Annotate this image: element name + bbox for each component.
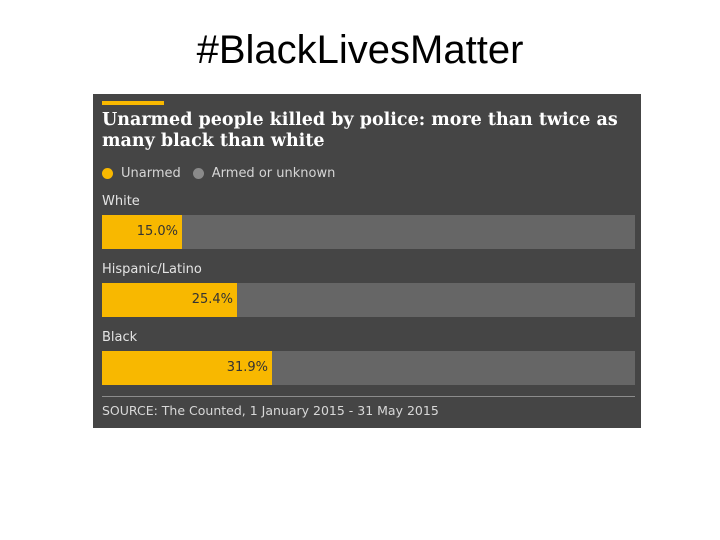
bar-track-white: 15.0% bbox=[102, 215, 635, 249]
bar-value-black: 31.9% bbox=[226, 360, 268, 375]
legend-dot-unarmed-icon bbox=[102, 168, 113, 179]
category-black: Black 31.9% bbox=[102, 329, 635, 385]
category-white: White 15.0% bbox=[102, 193, 635, 249]
legend-label-armed-or-unknown: Armed or unknown bbox=[211, 166, 336, 181]
category-label-black: Black bbox=[102, 330, 138, 345]
slide-title: #BlackLivesMatter bbox=[196, 28, 524, 72]
bar-unarmed-white bbox=[102, 215, 182, 249]
bar-value-hispanic-latino: 25.4% bbox=[191, 292, 233, 307]
category-hispanic-latino: Hispanic/Latino 25.4% bbox=[102, 261, 635, 317]
bar-unarmed-black bbox=[102, 351, 272, 385]
chart-source: SOURCE: The Counted, 1 January 2015 - 31… bbox=[102, 403, 439, 418]
legend-item-unarmed: Unarmed bbox=[102, 166, 181, 181]
legend-dot-armed-icon bbox=[192, 168, 204, 179]
chart-legend: Unarmed Armed or unknown bbox=[102, 166, 347, 181]
source-divider bbox=[102, 396, 635, 397]
category-label-white: White bbox=[102, 194, 140, 209]
category-label-hispanic-latino: Hispanic/Latino bbox=[102, 262, 202, 277]
bar-unarmed-hispanic-latino bbox=[102, 283, 237, 317]
chart-panel: Unarmed people killed by police: more th… bbox=[93, 94, 641, 428]
chart-accent-bar bbox=[102, 101, 164, 105]
chart-title: Unarmed people killed by police: more th… bbox=[102, 110, 618, 151]
bar-value-white: 15.0% bbox=[136, 224, 178, 239]
bar-track-hispanic-latino: 25.4% bbox=[102, 283, 635, 317]
bar-track-black: 31.9% bbox=[102, 351, 635, 385]
legend-label-unarmed: Unarmed bbox=[121, 166, 181, 181]
legend-item-armed-or-unknown: Armed or unknown bbox=[192, 166, 336, 181]
